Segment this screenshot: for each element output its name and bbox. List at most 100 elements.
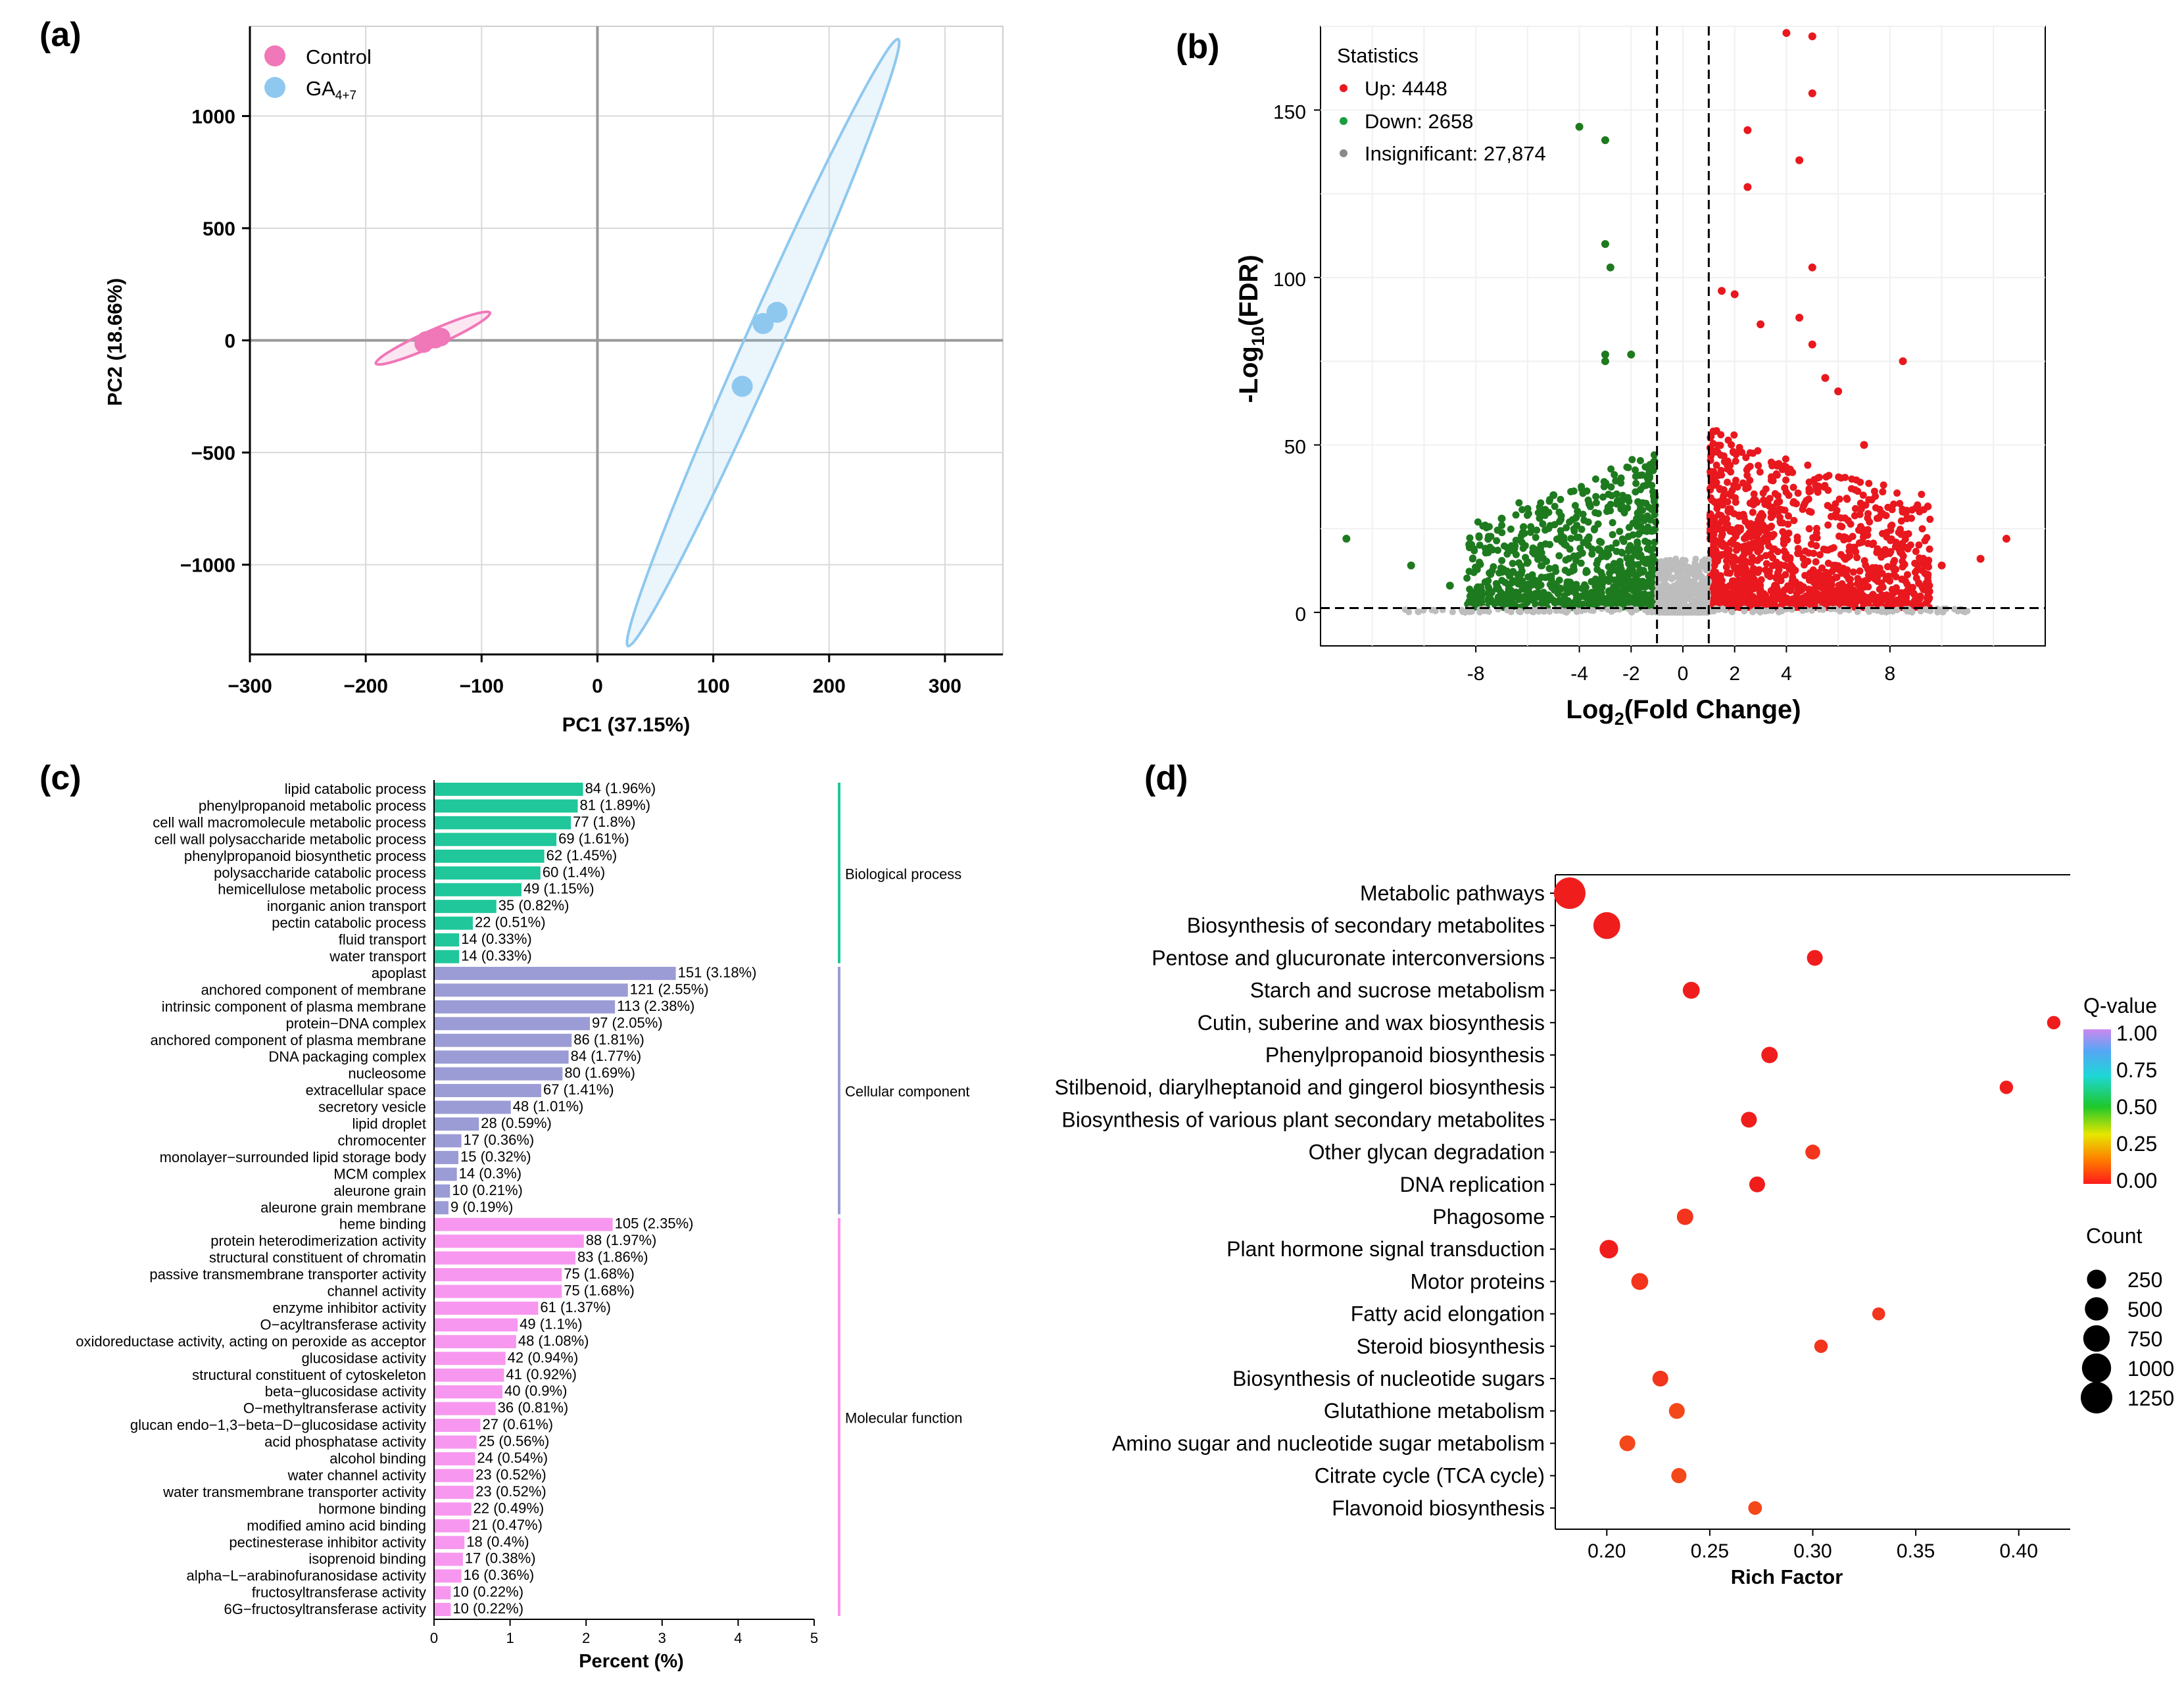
volcano-point-down bbox=[1580, 516, 1588, 524]
volcano-point-down bbox=[1591, 597, 1599, 604]
volcano-point-down bbox=[1579, 510, 1587, 518]
volcano-point-down bbox=[1570, 552, 1578, 560]
volcano-point-up bbox=[1773, 471, 1781, 479]
volcano-point-up bbox=[1853, 554, 1861, 562]
go-term-label: inorganic anion transport bbox=[267, 898, 426, 914]
volcano-point-down bbox=[1532, 533, 1540, 541]
volcano-point-down bbox=[1646, 546, 1654, 554]
volcano-point-up bbox=[1743, 466, 1751, 474]
volcano-point-up bbox=[1728, 526, 1735, 533]
volcano-point-up bbox=[1765, 542, 1773, 550]
volcano-point-down bbox=[1493, 537, 1501, 545]
volcano-point-up bbox=[1792, 598, 1800, 606]
volcano-point-up bbox=[1724, 520, 1732, 528]
go-bar-value-label: 24 (0.54%) bbox=[477, 1450, 548, 1466]
volcano-point-insignificant bbox=[1467, 608, 1474, 616]
go-bar-value-label: 22 (0.51%) bbox=[475, 914, 546, 931]
volcano-point-up bbox=[1761, 501, 1769, 508]
volcano-point-down bbox=[1476, 541, 1484, 549]
volcano-point-down bbox=[1584, 595, 1591, 602]
pca-confidence-ellipse-1 bbox=[625, 37, 901, 648]
volcano-point-insignificant bbox=[1908, 608, 1916, 616]
go-bar bbox=[434, 1536, 465, 1550]
go-bar bbox=[434, 1235, 584, 1248]
volcano-point-down bbox=[1512, 511, 1520, 519]
go-bar bbox=[434, 816, 571, 829]
kegg-pathway-label: Biosynthesis of secondary metabolites bbox=[1187, 914, 1545, 937]
kegg-bubble bbox=[1999, 1080, 2014, 1094]
volcano-point-down bbox=[1629, 531, 1637, 539]
go-category-label: Biological process bbox=[845, 866, 961, 882]
volcano-point-up-outlier bbox=[1808, 32, 1816, 41]
go-term-label: extracellular space bbox=[306, 1082, 426, 1098]
volcano-point-up bbox=[1749, 449, 1757, 457]
volcano-point-up bbox=[1759, 512, 1767, 520]
go-term-label: glucosidase activity bbox=[301, 1350, 426, 1366]
pca-legend: Control GA4+7 bbox=[264, 45, 372, 103]
kegg-pathway-label: Cutin, suberine and wax biosynthesis bbox=[1198, 1011, 1545, 1035]
volcano-ticks: -8 -4 -2 0 2 4 8 0 50 100 150 bbox=[1273, 101, 1895, 685]
volcano-point-up bbox=[1805, 525, 1813, 533]
go-bar bbox=[434, 1435, 477, 1449]
go-bar-value-label: 16 (0.36%) bbox=[464, 1567, 535, 1583]
volcano-point-insignificant bbox=[1741, 608, 1748, 615]
volcano-point-up bbox=[1835, 581, 1843, 589]
panel-label-c: (c) bbox=[39, 759, 82, 797]
pca-point-1 bbox=[752, 312, 774, 334]
volcano-point-up bbox=[1913, 593, 1921, 601]
volcano-point-up bbox=[1855, 578, 1863, 586]
go-bar-value-label: 10 (0.21%) bbox=[452, 1182, 523, 1198]
legend-marker-down bbox=[1340, 117, 1347, 125]
volcano-point-up bbox=[1835, 473, 1843, 481]
kegg-pathway-label: Phenylpropanoid biosynthesis bbox=[1265, 1043, 1545, 1067]
go-bar bbox=[434, 883, 522, 896]
volcano-point-insignificant bbox=[1962, 608, 1969, 616]
volcano-point-insignificant bbox=[1680, 608, 1687, 615]
volcano-point-up bbox=[1785, 512, 1793, 520]
volcano-point-up bbox=[1889, 591, 1897, 599]
go-term-label: monolayer−surrounded lipid storage body bbox=[160, 1149, 426, 1165]
go-bar bbox=[434, 1050, 569, 1064]
volcano-point-down bbox=[1611, 576, 1618, 584]
volcano-y-tick-label: 100 bbox=[1273, 269, 1306, 291]
volcano-point-insignificant bbox=[1883, 608, 1890, 616]
volcano-point-down bbox=[1634, 514, 1642, 522]
volcano-point-up bbox=[1712, 570, 1720, 578]
volcano-point-down bbox=[1609, 519, 1616, 527]
volcano-point-up bbox=[1834, 595, 1842, 603]
volcano-point-down bbox=[1498, 556, 1506, 564]
volcano-point-up bbox=[1732, 494, 1739, 502]
go-bar-value-label: 40 (0.9%) bbox=[504, 1383, 567, 1399]
volcano-point-down bbox=[1607, 465, 1615, 473]
colorbar-tick-label: 1.00 bbox=[2116, 1021, 2157, 1045]
volcano-point-up bbox=[1711, 552, 1718, 560]
go-bar bbox=[434, 950, 460, 964]
go-x-tick-label: 5 bbox=[810, 1630, 818, 1646]
volcano-point-down bbox=[1466, 585, 1474, 593]
go-bar-value-label: 49 (1.1%) bbox=[520, 1315, 582, 1332]
volcano-point-down bbox=[1538, 549, 1545, 557]
volcano-point-up bbox=[1921, 537, 1929, 545]
volcano-point-up bbox=[1729, 581, 1737, 589]
volcano-point-insignificant bbox=[1674, 608, 1682, 616]
volcano-point-insignificant bbox=[1917, 608, 1924, 615]
volcano-point-up bbox=[1748, 553, 1756, 561]
volcano-point-up bbox=[1847, 581, 1855, 589]
go-term-label: lipid droplet bbox=[352, 1115, 426, 1132]
volcano-point-insignificant bbox=[1561, 608, 1568, 615]
go-bar-value-label: 60 (1.4%) bbox=[543, 864, 605, 880]
volcano-point-down bbox=[1584, 535, 1591, 543]
volcano-point-down bbox=[1557, 516, 1565, 524]
go-bar bbox=[434, 1000, 616, 1014]
go-bar-value-label: 35 (0.82%) bbox=[498, 897, 570, 914]
volcano-point-up bbox=[1790, 516, 1798, 524]
volcano-point-cloud bbox=[1401, 427, 1971, 616]
volcano-point-down bbox=[1639, 566, 1647, 574]
volcano-point-insignificant bbox=[1836, 608, 1843, 615]
volcano-point-up bbox=[1779, 596, 1787, 604]
volcano-point-up-outlier bbox=[1743, 183, 1752, 191]
volcano-point-down bbox=[1635, 552, 1643, 560]
volcano-point-up bbox=[1820, 576, 1828, 583]
panel-label-d: (d) bbox=[1144, 759, 1188, 797]
